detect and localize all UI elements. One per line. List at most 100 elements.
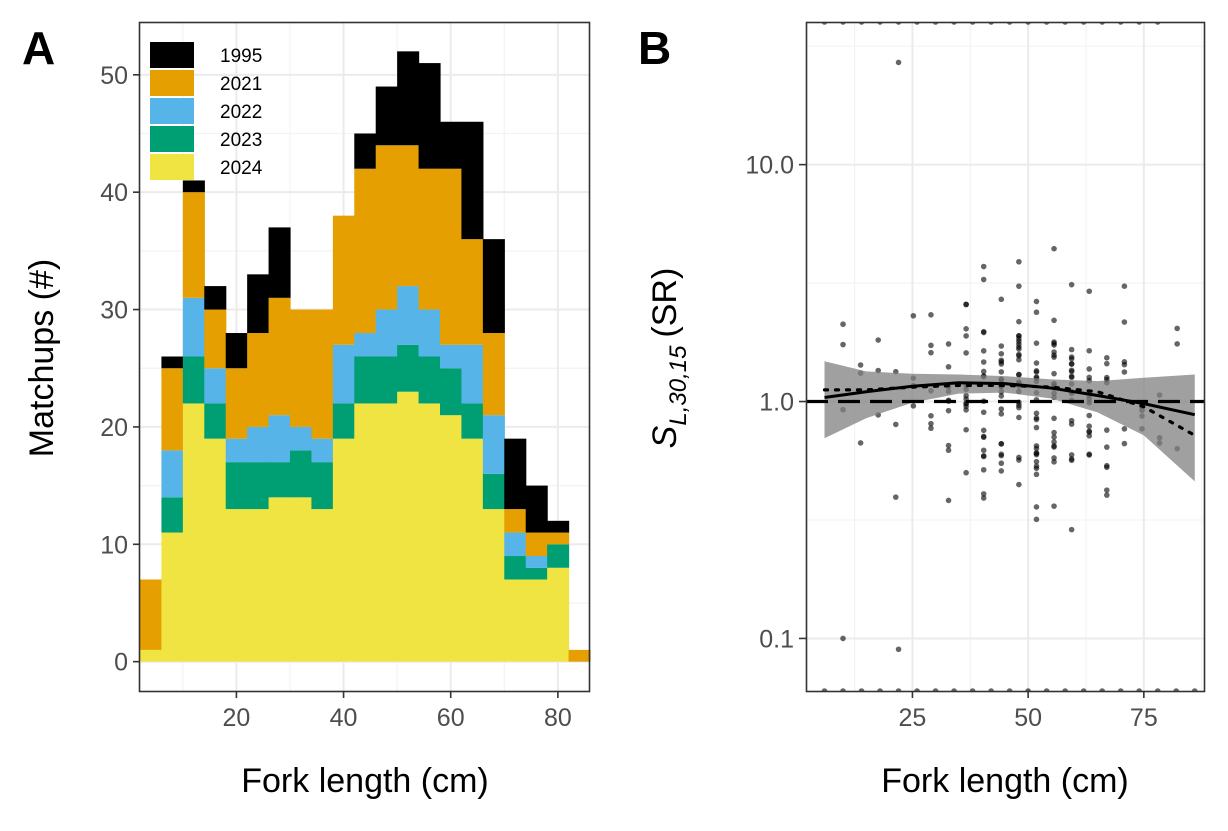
y-tick-label: 20 [100,414,128,442]
data-point [1068,417,1075,424]
data-point-bottom-limit [877,688,883,691]
legend-key-2022 [150,98,194,124]
bar-segment-2021 [332,215,355,345]
data-point [998,343,1005,349]
data-point [945,442,952,449]
data-point [998,369,1005,375]
data-point [910,403,917,409]
data-point [998,350,1005,357]
bar-segment-2023 [311,462,334,510]
data-point [980,433,987,440]
data-point [1086,412,1093,419]
data-point-bottom-limit [1062,688,1068,691]
y-tick-label: 0 [114,649,128,677]
bar-segment-2022 [482,415,505,474]
data-point [1033,516,1040,523]
panel-b-ticks: 25 50 75 0.1 1.0 10.0 [745,152,1157,732]
bar-segment-2021 [225,368,248,439]
bar-segment-2021 [568,649,591,662]
x-tick-label: 20 [223,704,251,732]
y-tick-label: 30 [100,297,128,325]
panel-a-tag: A [22,22,55,74]
data-point [1068,452,1075,458]
data-point [1016,371,1022,378]
y-tick-label: 50 [100,62,128,90]
data-point-bottom-limit [951,688,957,691]
data-point [980,276,987,283]
bar-segment-2022 [311,438,334,463]
legend-label-2021: 2021 [220,74,262,95]
bar-segment-1995 [461,121,484,240]
panel-a-legend: 1995 2021 2022 2023 2024 [150,42,263,180]
data-point [945,447,952,454]
data-point [1051,443,1057,449]
data-point [1051,415,1057,422]
data-point [980,427,987,434]
bar-segment-2021 [290,309,313,427]
y-tick-label: 40 [100,179,128,207]
bar-segment-2023 [354,356,377,404]
data-point [857,440,864,446]
data-point [892,494,899,500]
data-point [980,368,987,375]
data-point-bottom-limit [1154,688,1161,691]
data-point [1016,351,1022,358]
legend-label-2023: 2023 [220,130,262,151]
bar-segment-2023 [397,344,420,392]
bar-segment-2022 [525,556,548,568]
data-point [1051,503,1057,509]
data-point-bottom-limit [821,688,828,691]
data-point [875,367,881,374]
data-point-bottom-limit [932,688,939,691]
data-point [1086,432,1093,439]
data-point [1086,288,1093,295]
bar-segment-2023 [161,497,184,533]
data-point [1016,333,1022,339]
data-point [1068,456,1075,462]
data-point [1068,356,1075,362]
bar-segment-1995 [204,286,227,310]
data-point [1121,369,1128,375]
data-point [1016,454,1022,461]
y-tick-label: 0.1 [759,625,794,653]
data-point [998,460,1005,467]
data-point [963,350,969,356]
panel-a-ticks: 20 40 60 80 0 10 20 30 40 50 [100,62,572,732]
bar-segment-1995 [375,86,398,146]
data-point-bottom-limit [1173,688,1180,691]
panel-b-gridlines [806,22,1204,691]
data-point [1104,492,1110,498]
data-point [998,452,1005,459]
x-tick-label: 25 [899,704,927,732]
data-point [1016,414,1022,421]
bar-segment-2021 [525,532,548,557]
data-point [928,420,934,427]
data-point [980,453,987,460]
data-point [1121,283,1128,290]
fitted-line [824,381,1196,417]
bar-segment-2021 [182,192,205,298]
data-point [998,296,1005,303]
bar-segment-1995 [418,63,441,169]
data-point [1104,444,1110,450]
data-point [1016,318,1022,325]
data-point [1068,346,1075,353]
legend-key-2023 [150,126,194,152]
bar-segment-2023 [504,556,527,580]
data-point [1033,415,1040,421]
data-point [1033,471,1040,478]
bar-segment-2022 [247,426,270,463]
data-point [1033,410,1040,417]
bar-segment-2023 [482,473,505,510]
bar-segment-2022 [268,415,291,463]
data-point [1104,487,1110,493]
bar-segment-2024 [290,497,313,662]
data-point [857,362,864,368]
data-point [840,321,846,328]
data-point [1086,347,1093,354]
data-point [1086,366,1093,372]
bar-segment-2024 [440,415,463,662]
bar-segment-1995 [547,520,570,533]
data-point-bottom-limit [1025,688,1031,691]
bar-segment-2022 [504,532,527,557]
